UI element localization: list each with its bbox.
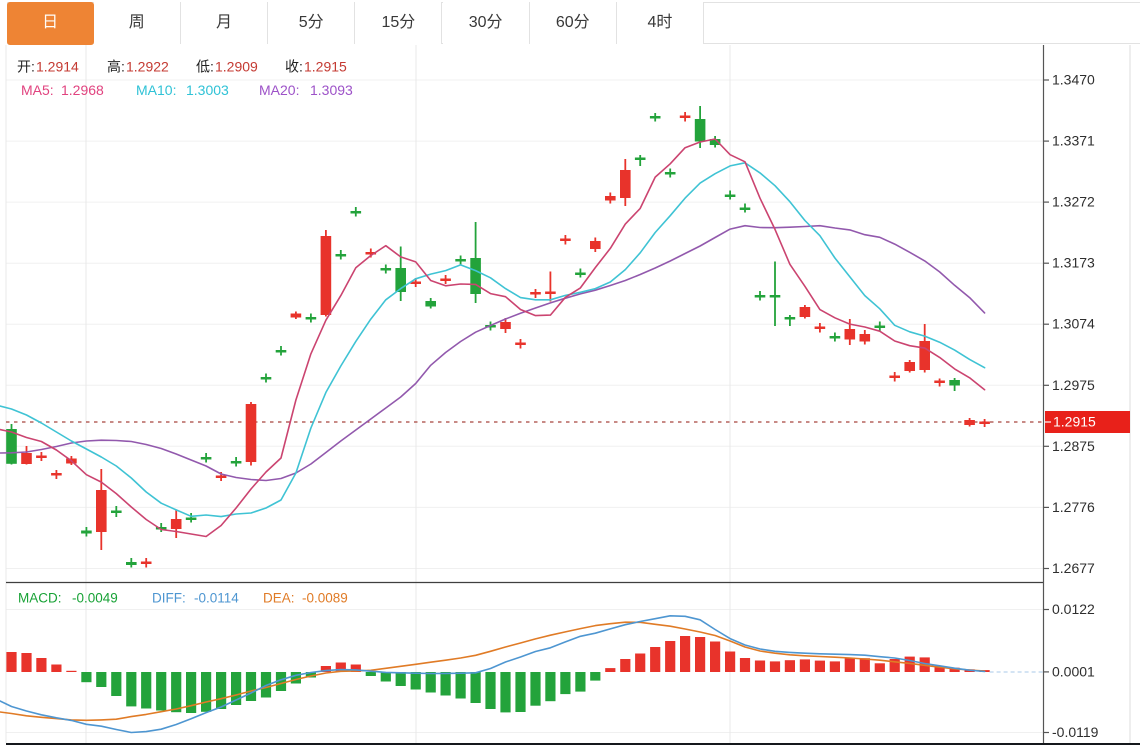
svg-text:DEA:: DEA: bbox=[263, 591, 295, 606]
svg-text:MA20:: MA20: bbox=[259, 82, 299, 98]
svg-text:1.3074: 1.3074 bbox=[1052, 316, 1095, 332]
svg-text:1.2875: 1.2875 bbox=[1052, 438, 1095, 454]
svg-text:1.2968: 1.2968 bbox=[61, 82, 104, 98]
svg-text:开:: 开: bbox=[17, 59, 35, 75]
svg-text:1.3003: 1.3003 bbox=[186, 82, 229, 98]
svg-text:1.2776: 1.2776 bbox=[1052, 499, 1095, 515]
svg-text:1.2922: 1.2922 bbox=[126, 59, 169, 75]
svg-text:1.3371: 1.3371 bbox=[1052, 133, 1095, 149]
svg-text:1.3470: 1.3470 bbox=[1052, 72, 1095, 88]
svg-text:0.0001: 0.0001 bbox=[1052, 663, 1095, 679]
svg-text:低:: 低: bbox=[196, 59, 214, 75]
svg-text:DIFF:: DIFF: bbox=[152, 591, 186, 606]
svg-text:高:: 高: bbox=[107, 59, 125, 75]
svg-text:1.2915: 1.2915 bbox=[1053, 414, 1096, 430]
svg-text:-0.0049: -0.0049 bbox=[72, 591, 118, 606]
svg-text:1.2914: 1.2914 bbox=[36, 59, 79, 75]
svg-text:1.3272: 1.3272 bbox=[1052, 194, 1095, 210]
svg-text:-0.0119: -0.0119 bbox=[1052, 724, 1099, 740]
svg-text:1.2909: 1.2909 bbox=[215, 59, 258, 75]
svg-text:1.2975: 1.2975 bbox=[1052, 377, 1095, 393]
svg-text:1.3173: 1.3173 bbox=[1052, 255, 1095, 271]
svg-text:1.2677: 1.2677 bbox=[1052, 560, 1095, 576]
svg-text:MACD:: MACD: bbox=[18, 591, 62, 606]
svg-text:收:: 收: bbox=[285, 59, 303, 75]
svg-text:-0.0114: -0.0114 bbox=[194, 591, 239, 606]
svg-text:-0.0089: -0.0089 bbox=[302, 591, 348, 606]
svg-text:1.2915: 1.2915 bbox=[304, 59, 347, 75]
svg-text:1.3093: 1.3093 bbox=[310, 82, 353, 98]
svg-text:0.0122: 0.0122 bbox=[1052, 601, 1095, 617]
svg-text:MA5:: MA5: bbox=[21, 82, 54, 98]
svg-text:MA10:: MA10: bbox=[136, 82, 176, 98]
